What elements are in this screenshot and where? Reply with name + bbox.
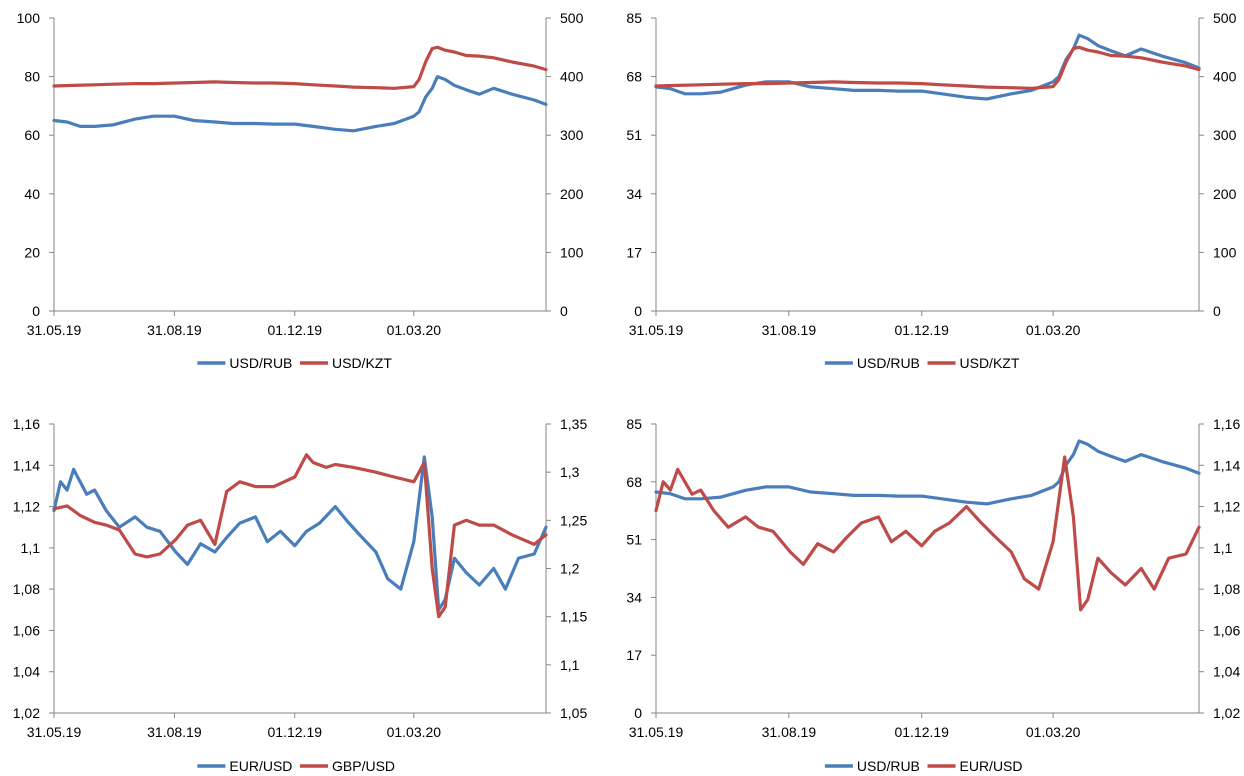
left-tick-label: 17: [626, 647, 642, 663]
legend-label: USD/RUB: [229, 355, 292, 371]
x-tick-label: 01.03.20: [1026, 724, 1081, 740]
left-tick-label: 51: [626, 532, 642, 548]
right-tick-label: 500: [1213, 10, 1237, 26]
x-tick-label: 01.12.19: [268, 724, 323, 740]
series-line-usd-rub: [654, 33, 1201, 101]
right-tick-label: 400: [560, 69, 584, 85]
x-tick-label: 31.05.19: [629, 322, 684, 338]
left-tick-label: 1,06: [13, 622, 40, 638]
right-tick-label: 1,2: [560, 561, 580, 577]
series-line-usd-rub: [52, 74, 548, 133]
right-tick-label: 1,15: [560, 609, 587, 625]
x-tick-label: 01.12.19: [894, 322, 949, 338]
left-tick-label: 20: [24, 244, 40, 260]
right-tick-label: 1,35: [560, 416, 587, 432]
legend-label: EUR/USD: [960, 758, 1023, 774]
left-tick-label: 1,16: [13, 416, 40, 432]
left-tick-label: 34: [626, 186, 642, 202]
legend: USD/RUB USD/KZT: [197, 355, 392, 371]
right-tick-label: 400: [1213, 69, 1237, 85]
left-tick-label: 40: [24, 186, 40, 202]
left-tick-label: 51: [626, 127, 642, 143]
right-tick-label: 1,3: [560, 464, 580, 480]
left-tick-label: 17: [626, 244, 642, 260]
series-line-gbp-usd: [52, 453, 548, 619]
right-tick-label: 1,14: [1213, 457, 1240, 473]
legend-label: EUR/USD: [229, 758, 292, 774]
left-tick-label: 1,14: [13, 457, 40, 473]
left-tick-label: 80: [24, 69, 40, 85]
x-tick-label: 31.05.19: [27, 322, 82, 338]
right-tick-label: 100: [560, 244, 584, 260]
right-tick-label: 1,08: [1213, 581, 1240, 597]
legend-label: USD/KZT: [332, 355, 392, 371]
right-tick-label: 1,06: [1213, 622, 1240, 638]
x-tick-label: 01.12.19: [894, 724, 949, 740]
right-tick-label: 200: [1213, 186, 1237, 202]
right-tick-label: 1,16: [1213, 416, 1240, 432]
legend: USD/RUB USD/KZT: [824, 355, 1020, 371]
legend: USD/RUB EUR/USD: [824, 758, 1023, 774]
x-tick-label: 01.03.20: [387, 322, 442, 338]
x-tick-label: 31.08.19: [147, 724, 202, 740]
x-tick-label: 01.12.19: [268, 322, 323, 338]
left-tick-label: 1,08: [13, 581, 40, 597]
chart-panel-2: 0 17 34 51 68 85 0 100 200 300 400 500 31.05.19 31.08…: [626, 10, 1236, 371]
right-tick-label: 300: [560, 127, 584, 143]
right-tick-label: 1,1: [1213, 540, 1233, 556]
left-tick-label: 0: [634, 705, 642, 721]
left-tick-label: 60: [24, 127, 40, 143]
left-tick-label: 1,04: [13, 664, 40, 680]
left-tick-label: 0: [32, 303, 40, 319]
left-tick-label: 68: [626, 69, 642, 85]
x-tick-label: 01.03.20: [387, 724, 442, 740]
series-line-eur-usd: [654, 455, 1201, 612]
left-tick-label: 1,02: [13, 705, 40, 721]
series-line-eur-usd: [52, 455, 548, 612]
right-tick-label: 1,04: [1213, 664, 1240, 680]
chart-panel-1: 0 20 40 60 80 100 0 100 200 300 400 500 31.05.19 31.0…: [17, 10, 584, 371]
left-tick-label: 34: [626, 589, 642, 605]
legend-label: USD/RUB: [857, 355, 920, 371]
left-tick-label: 1,12: [13, 499, 40, 515]
left-tick-label: 85: [626, 10, 642, 26]
chart-panel-4: 0 17 34 51 68 85 1,02 1,04 1,06 1,08 1,1 1,12 1,14 1,…: [626, 416, 1240, 774]
x-tick-label: 31.08.19: [762, 724, 817, 740]
legend: EUR/USD GBP/USD: [197, 758, 395, 774]
right-tick-label: 1,25: [560, 512, 587, 528]
series-line-usd-kzt: [654, 45, 1201, 90]
left-tick-label: 85: [626, 416, 642, 432]
legend-label: USD/KZT: [960, 355, 1020, 371]
right-tick-label: 0: [1213, 303, 1221, 319]
series-line-usd-kzt: [52, 45, 548, 90]
x-tick-label: 01.03.20: [1026, 322, 1081, 338]
x-tick-label: 31.08.19: [147, 322, 202, 338]
x-tick-label: 31.08.19: [762, 322, 817, 338]
legend-label: GBP/USD: [332, 758, 395, 774]
right-tick-label: 1,12: [1213, 499, 1240, 515]
right-tick-label: 0: [560, 303, 568, 319]
series-line-usd-rub: [654, 439, 1201, 506]
chart-panel-3: 1,02 1,04 1,06 1,08 1,1 1,12 1,14 1,16 1,05 1,1 1,…: [13, 416, 588, 774]
left-tick-label: 0: [634, 303, 642, 319]
x-tick-label: 31.05.19: [27, 724, 82, 740]
left-tick-label: 100: [17, 10, 41, 26]
right-tick-label: 1,1: [560, 657, 580, 673]
right-tick-label: 1,02: [1213, 705, 1240, 721]
left-tick-label: 1,1: [21, 540, 41, 556]
right-tick-label: 100: [1213, 244, 1237, 260]
x-tick-label: 31.05.19: [629, 724, 684, 740]
right-tick-label: 500: [560, 10, 584, 26]
right-tick-label: 200: [560, 186, 584, 202]
legend-label: USD/RUB: [857, 758, 920, 774]
left-tick-label: 68: [626, 474, 642, 490]
right-tick-label: 300: [1213, 127, 1237, 143]
right-tick-label: 1,05: [560, 705, 587, 721]
